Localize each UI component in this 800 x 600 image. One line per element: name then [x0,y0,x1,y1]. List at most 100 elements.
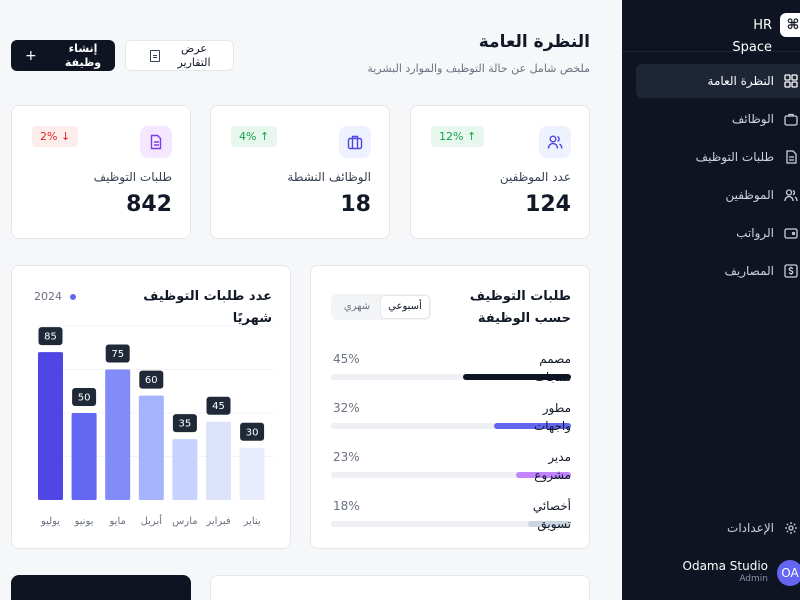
sidebar-item-payroll[interactable]: الرواتب [636,216,800,250]
position-progress-fill [463,374,571,380]
position-percent: 18% [333,499,360,513]
position-row: 32% مطور واجهات [331,401,571,441]
sidebar-item-applications[interactable]: طلبات التوظيف [636,140,800,174]
x-tick-label: مايو [109,516,126,527]
chart-bar [138,395,164,500]
legend-dot [70,293,76,300]
position-name: مدير مشروع [534,450,571,482]
document-icon [140,126,172,158]
arrow-down-icon: ↓ [60,130,71,143]
position-name: مصمم منتجات [534,352,571,384]
arrow-up-icon: ↑ [259,130,270,143]
briefcase-icon [339,126,371,158]
stat-label: عدد الموظفين [499,170,571,184]
create-job-label: إنشاء وظيفة [64,41,102,69]
toggle-weekly[interactable]: أسبوعي [381,296,429,318]
stat-card-employees: 12% ↑ عدد الموظفين 124 [410,105,590,239]
chart-bar [105,369,131,500]
stat-value: 18 [340,192,371,217]
data-label-bg [105,344,130,363]
chart-bar [172,439,198,500]
position-progress-track [331,374,571,380]
user-profile[interactable]: OA Odama Studio Admin [622,556,800,590]
brand-logo-icon: ⌘ [780,13,800,37]
wallet-icon [784,226,798,240]
chart-title: عدد طلبات التوظيف شهريًا [143,289,272,326]
data-label: 50 [78,393,91,404]
dollar-icon [784,264,798,278]
sidebar-item-settings[interactable]: الإعدادات [636,516,800,540]
stat-change-badge: 2% ↓ [32,126,79,147]
bottom-dark-card [11,575,191,600]
chart-bar [38,352,63,500]
period-toggle: شهري أسبوعي [331,294,431,320]
x-tick-label: أبريل [141,514,163,527]
position-name: أخصائي تسويق [532,499,571,531]
sidebar-item-label: المصاريف [724,264,774,278]
data-label: 75 [111,349,124,360]
stat-change: 4% [239,130,257,143]
data-label-bg [172,414,197,433]
page-subtitle: ملخص شامل عن حالة التوظيف والموارد البشر… [367,62,590,75]
position-progress-fill [527,521,571,527]
applications-by-position-card: طلبات التوظيف حسب الوظيفة شهري أسبوعي 45… [310,265,590,549]
data-label-bg [38,327,63,346]
stat-value: 124 [525,192,571,217]
x-tick-label: يونيو [74,516,94,527]
data-label: 85 [44,332,57,343]
brand-name: HR Space [732,18,772,55]
chart-bar [239,447,265,500]
view-reports-button[interactable]: عرض التقارير [125,40,234,71]
chart-legend: 2024 [34,290,76,303]
document-icon [784,150,798,164]
position-name: مطور واجهات [533,401,571,433]
briefcase-icon [784,112,798,126]
report-icon [150,49,160,62]
data-label-bg [240,422,265,441]
chart-bar [71,413,97,500]
sidebar-item-jobs[interactable]: الوظائف [636,102,800,136]
sidebar-item-label: النظرة العامة [707,74,774,88]
position-percent: 32% [333,401,360,415]
users-icon [539,126,571,158]
create-job-button[interactable]: + إنشاء وظيفة [11,40,115,71]
stat-card-active-jobs: 4% ↑ الوظائف النشطة 18 [210,105,390,239]
gear-icon [784,521,798,535]
position-row: 18% أخصائي تسويق [331,499,571,539]
position-progress-fill [494,423,571,429]
position-progress-track [331,472,571,478]
data-label-bg [139,370,164,389]
avatar: OA [777,560,800,586]
plus-icon: + [25,47,37,64]
dashboard-icon [784,74,798,88]
stat-change: 12% [439,130,464,143]
stat-value: 842 [126,192,172,217]
data-label: 30 [246,427,259,438]
users-icon [784,188,798,202]
monthly-applications-card: 85 يوليو 50 يونيو 75 مايو 60 أبريل 35 مارس 45 فبراي… [11,265,291,549]
user-name: Odama Studio [682,559,769,573]
sidebar-nav: النظرة العامة الوظائف طلبات التوظيف المو… [636,64,800,292]
stat-change: 2% [40,130,58,143]
x-tick-label: مارس [172,516,197,527]
position-percent: 45% [333,352,360,366]
sidebar-item-overview[interactable]: النظرة العامة [636,64,800,98]
x-tick-label: يناير [243,516,261,527]
sidebar-item-expenses[interactable]: المصاريف [636,254,800,288]
stat-label: الوظائف النشطة [287,170,371,184]
card-title: طلبات التوظيف حسب الوظيفة [469,289,571,326]
sidebar-item-label: الوظائف [731,112,774,126]
page-title: النظرة العامة [478,32,590,52]
data-label: 60 [145,375,158,386]
data-label: 35 [179,419,192,430]
arrow-up-icon: ↑ [466,130,477,143]
toggle-monthly[interactable]: شهري [343,301,371,312]
sidebar-item-label: الموظفين [725,188,774,202]
x-tick-label: فبراير [205,516,231,527]
sidebar-item-employees[interactable]: الموظفين [636,178,800,212]
sidebar-item-label: الإعدادات [727,521,774,535]
chart-bar [206,421,231,500]
view-reports-label: عرض التقارير [177,41,211,69]
sidebar-item-label: طلبات التوظيف [695,150,774,164]
stat-card-applications: 2% ↓ طلبات التوظيف 842 [11,105,191,239]
